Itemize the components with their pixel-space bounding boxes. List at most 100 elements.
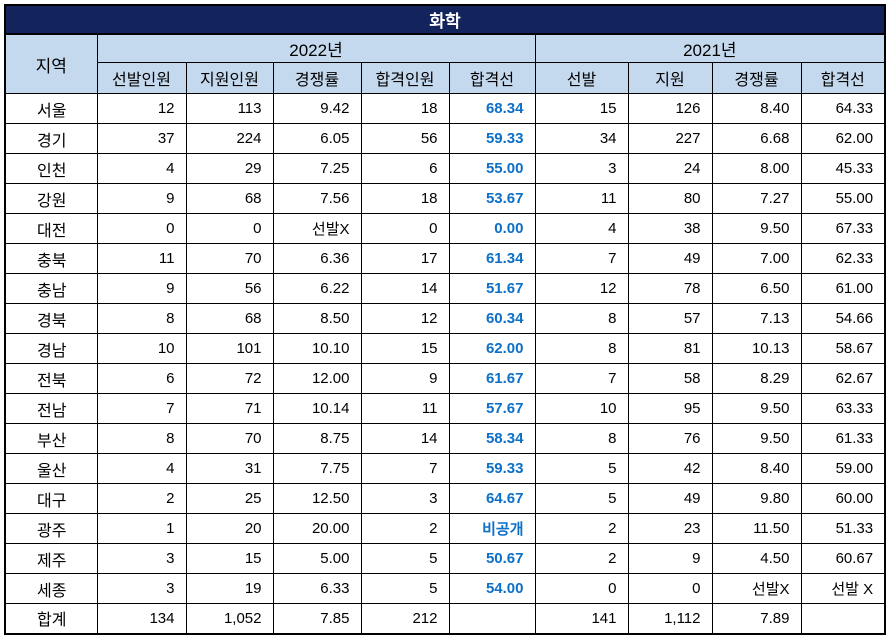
- cell-2021-ratio: 9.80: [711, 483, 802, 514]
- table-row: 합계 134 1,052 7.85 212 141 1,112 7.89: [4, 603, 886, 634]
- table-row: 전북 6 72 12.00 9 61.67 7 58 8.29 62.67: [4, 363, 886, 394]
- cell-2021-selected: 34: [534, 123, 629, 154]
- cell-2021-passline: 67.33: [800, 213, 886, 244]
- cell-2021-passline: 45.33: [800, 153, 886, 184]
- cell-2021-passline: 54.66: [800, 303, 886, 334]
- cell-2022-applied: 29: [185, 153, 274, 184]
- cell-2021-ratio: 8.29: [711, 363, 802, 394]
- cell-2021-selected: 7: [534, 363, 629, 394]
- cell-2021-ratio: 7.13: [711, 303, 802, 334]
- cell-2022-applied: 70: [185, 423, 274, 454]
- cell-2021-passline: 51.33: [800, 513, 886, 544]
- cell-2022-passline: 61.67: [448, 363, 536, 394]
- col-group-2022: 2022년: [96, 33, 536, 63]
- cell-2021-passline: 62.00: [800, 123, 886, 154]
- cell-2021-applied: 95: [627, 393, 713, 424]
- table-body: 서울 12 113 9.42 18 68.34 15 126 8.40 64.33 경기 37 224 6…: [4, 93, 886, 634]
- table-row: 충북 11 70 6.36 17 61.34 7 49 7.00 62.33: [4, 243, 886, 274]
- col-header-2021-passline: 합격선: [800, 62, 886, 94]
- cell-2022-passed: 5: [360, 543, 450, 574]
- cell-2022-selected: 10: [96, 333, 187, 364]
- col-header-2021-applied: 지원: [627, 62, 713, 94]
- cell-2021-applied: 0: [627, 573, 713, 604]
- cell-2021-passline: 선발 X: [800, 573, 886, 604]
- cell-2022-ratio: 9.42: [272, 93, 362, 124]
- cell-2022-ratio: 7.56: [272, 183, 362, 214]
- table-row: 전남 7 71 10.14 11 57.67 10 95 9.50 63.33: [4, 393, 886, 424]
- cell-2021-selected: 11: [534, 183, 629, 214]
- cell-2021-applied: 42: [627, 453, 713, 484]
- cell-2022-passline: 55.00: [448, 153, 536, 184]
- cell-2021-passline: 62.33: [800, 243, 886, 274]
- cell-2021-applied: 227: [627, 123, 713, 154]
- cell-2021-ratio: 4.50: [711, 543, 802, 574]
- cell-2021-passline: 60.00: [800, 483, 886, 514]
- cell-2022-passline: 59.33: [448, 453, 536, 484]
- cell-2022-passline: 0.00: [448, 213, 536, 244]
- cell-2022-ratio: 7.85: [272, 603, 362, 634]
- cell-2022-applied: 224: [185, 123, 274, 154]
- cell-2022-applied: 68: [185, 303, 274, 334]
- cell-region: 합계: [4, 603, 98, 634]
- cell-2021-passline: 55.00: [800, 183, 886, 214]
- cell-2022-applied: 1,052: [185, 603, 274, 634]
- cell-2021-selected: 0: [534, 573, 629, 604]
- cell-2022-applied: 31: [185, 453, 274, 484]
- cell-2021-ratio: 9.50: [711, 423, 802, 454]
- cell-2022-applied: 101: [185, 333, 274, 364]
- cell-2022-applied: 113: [185, 93, 274, 124]
- cell-2022-applied: 56: [185, 273, 274, 304]
- cell-2022-passed: 12: [360, 303, 450, 334]
- cell-2021-ratio: 10.13: [711, 333, 802, 364]
- cell-2022-passed: 212: [360, 603, 450, 634]
- cell-2021-ratio: 7.00: [711, 243, 802, 274]
- cell-2022-ratio: 6.05: [272, 123, 362, 154]
- cell-2021-selected: 5: [534, 483, 629, 514]
- cell-2022-selected: 4: [96, 153, 187, 184]
- cell-2022-ratio: 7.75: [272, 453, 362, 484]
- cell-2022-applied: 25: [185, 483, 274, 514]
- table-row: 충남 9 56 6.22 14 51.67 12 78 6.50 61.00: [4, 273, 886, 304]
- table-row: 인천 4 29 7.25 6 55.00 3 24 8.00 45.33: [4, 153, 886, 184]
- cell-2021-applied: 38: [627, 213, 713, 244]
- cell-2022-selected: 11: [96, 243, 187, 274]
- cell-2022-selected: 134: [96, 603, 187, 634]
- table-row: 부산 8 70 8.75 14 58.34 8 76 9.50 61.33: [4, 423, 886, 454]
- cell-2022-passline: 53.67: [448, 183, 536, 214]
- cell-2022-passed: 15: [360, 333, 450, 364]
- cell-region: 경기: [4, 123, 98, 154]
- cell-2021-selected: 5: [534, 453, 629, 484]
- table-row: 경기 37 224 6.05 56 59.33 34 227 6.68 62.00: [4, 123, 886, 154]
- cell-2022-selected: 0: [96, 213, 187, 244]
- cell-2022-ratio: 10.10: [272, 333, 362, 364]
- cell-2021-passline: 60.67: [800, 543, 886, 574]
- cell-2022-applied: 19: [185, 573, 274, 604]
- table-row: 대전 0 0 선발X 0 0.00 4 38 9.50 67.33: [4, 213, 886, 244]
- cell-region: 세종: [4, 573, 98, 604]
- cell-2022-applied: 20: [185, 513, 274, 544]
- table-row: 서울 12 113 9.42 18 68.34 15 126 8.40 64.33: [4, 93, 886, 124]
- cell-2022-passed: 17: [360, 243, 450, 274]
- cell-2021-passline: 63.33: [800, 393, 886, 424]
- cell-region: 강원: [4, 183, 98, 214]
- cell-2021-selected: 2: [534, 543, 629, 574]
- cell-region: 경남: [4, 333, 98, 364]
- cell-2021-selected: 2: [534, 513, 629, 544]
- cell-2021-ratio: 6.68: [711, 123, 802, 154]
- cell-2022-passed: 7: [360, 453, 450, 484]
- col-header-2021-selected: 선발: [534, 62, 629, 94]
- col-header-2022-passed: 합격인원: [360, 62, 450, 94]
- cell-2022-passline: 50.67: [448, 543, 536, 574]
- cell-2021-applied: 49: [627, 483, 713, 514]
- col-header-region: 지역: [4, 33, 98, 94]
- table-row: 경남 10 101 10.10 15 62.00 8 81 10.13 58.67: [4, 333, 886, 364]
- col-header-2022-passline: 합격선: [448, 62, 536, 94]
- cell-2022-passline: 59.33: [448, 123, 536, 154]
- cell-2022-passline: 51.67: [448, 273, 536, 304]
- cell-2022-ratio: 7.25: [272, 153, 362, 184]
- cell-2022-passed: 18: [360, 183, 450, 214]
- cell-2022-selected: 7: [96, 393, 187, 424]
- cell-2021-ratio: 9.50: [711, 393, 802, 424]
- cell-2021-applied: 126: [627, 93, 713, 124]
- cell-region: 인천: [4, 153, 98, 184]
